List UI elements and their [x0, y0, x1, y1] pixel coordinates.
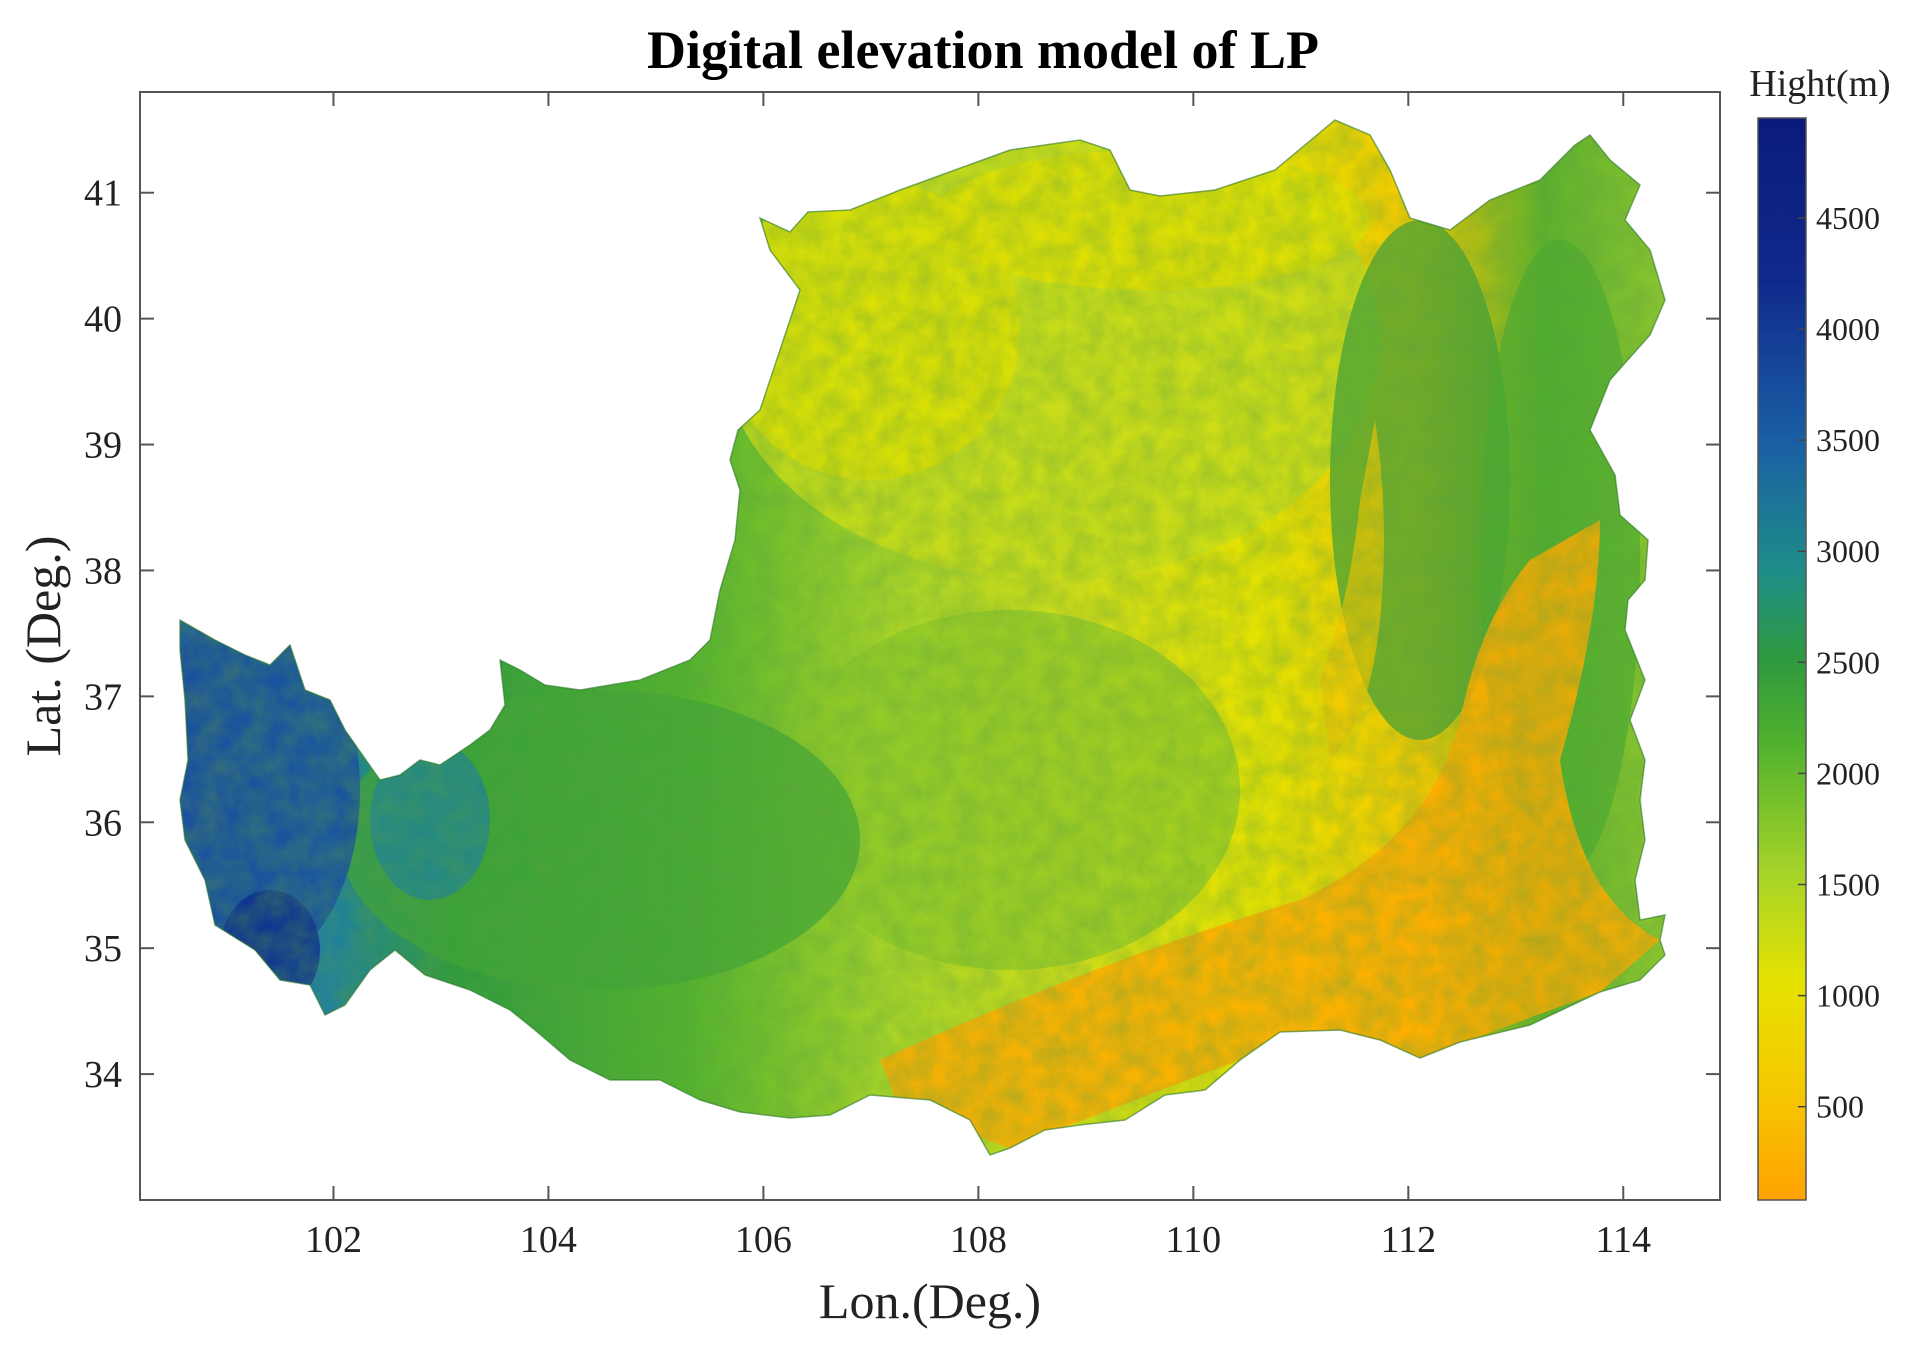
colorbar-tick-label: 1500	[1816, 867, 1880, 903]
colorbar-gradient	[1757, 117, 1807, 1201]
y-axis-label: Lat. (Deg.)	[15, 536, 71, 757]
y-tick-label: 40	[84, 299, 122, 341]
x-tick-label: 114	[1595, 1219, 1651, 1261]
y-tick-label: 37	[84, 676, 122, 718]
y-axis: 34 35 36 37 38 39 40 41	[84, 173, 1720, 1096]
colorbar-tick-label: 3000	[1816, 533, 1880, 569]
colorbar: Hight(m) 500 1000 1500 2000 2500 3000 3500 4000…	[1749, 63, 1891, 1201]
x-tick-label: 106	[735, 1219, 792, 1261]
colorbar-tick-label: 4000	[1816, 311, 1880, 347]
x-tick-label: 108	[950, 1219, 1007, 1261]
colorbar-tick-label: 3500	[1816, 422, 1880, 458]
axes-frame	[139, 91, 1721, 1201]
y-tick-label: 41	[84, 173, 122, 215]
y-tick-label: 34	[84, 1054, 122, 1096]
colorbar-tick-label: 500	[1816, 1089, 1864, 1125]
x-tick-label: 112	[1381, 1219, 1437, 1261]
y-tick-label: 35	[84, 928, 122, 970]
y-tick-label: 39	[84, 425, 122, 467]
x-axis: 102 104 106 108 110 112 114	[305, 92, 1651, 1261]
region-boundary	[179, 119, 1666, 1156]
x-tick-label: 102	[305, 1219, 362, 1261]
colorbar-ticks: 500 1000 1500 2000 2500 3000 3500 4000 4500	[1798, 200, 1880, 1125]
colorbar-tick-label: 2000	[1816, 755, 1880, 791]
y-tick-label: 38	[84, 550, 122, 592]
colorbar-title: Hight(m)	[1749, 63, 1890, 105]
x-tick-label: 110	[1166, 1219, 1222, 1261]
x-axis-label: Lon.(Deg.)	[819, 1273, 1041, 1329]
colorbar-tick-label: 4500	[1816, 200, 1880, 236]
elevation-region	[180, 120, 1665, 1155]
x-tick-label: 104	[520, 1219, 577, 1261]
y-tick-label: 36	[84, 802, 122, 844]
terrain-texture	[180, 120, 1665, 1155]
colorbar-tick-label: 2500	[1816, 644, 1880, 680]
colorbar-tick-label: 1000	[1816, 978, 1880, 1014]
chart-title: Digital elevation model of LP	[647, 20, 1319, 80]
